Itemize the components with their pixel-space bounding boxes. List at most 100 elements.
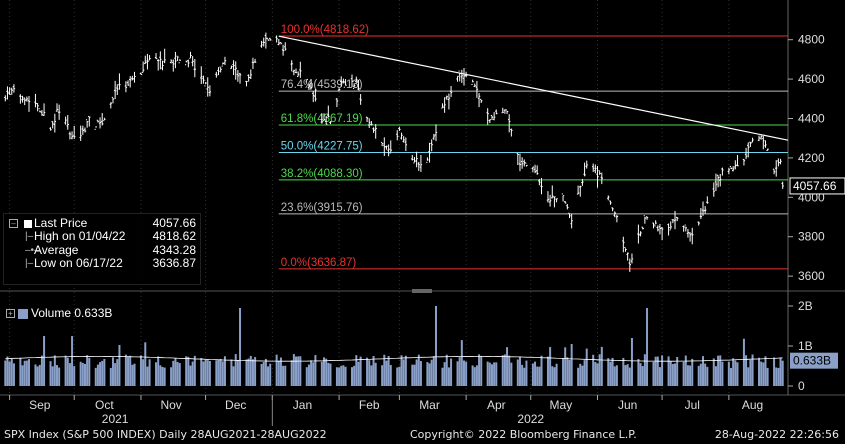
volume-bar (654, 356, 657, 386)
x-month-label: Dec (225, 398, 246, 412)
y-tick-label: 4200 (798, 151, 825, 165)
volume-bar (344, 366, 347, 386)
legend-average: –•– Average 4343.28 (4, 243, 200, 257)
volume-bar (264, 358, 267, 386)
volume-bar (413, 364, 416, 386)
trend-line (278, 35, 789, 141)
volume-bar (215, 360, 218, 386)
volume-bar (249, 355, 252, 386)
volume-bar (516, 359, 519, 386)
volume-bar (411, 364, 414, 386)
volume-bar (488, 362, 491, 386)
volume-bar (71, 336, 74, 386)
x-month-label: Jun (618, 398, 637, 412)
volume-bar (101, 360, 104, 386)
fib-label: 0.0%(3636.87) (281, 257, 357, 269)
volume-bar (732, 358, 735, 386)
volume-bar (381, 365, 384, 386)
panel-resize-handle (412, 289, 432, 293)
volume-bar (109, 367, 112, 386)
volume-bar (669, 361, 672, 386)
volume-bar (598, 354, 601, 386)
volume-bars (4, 306, 784, 386)
volume-bar (178, 363, 181, 386)
volume-bar (447, 367, 450, 386)
volume-bar (335, 367, 338, 386)
volume-tick-label: 1B (798, 339, 813, 353)
volume-bar (432, 356, 435, 386)
volume-last-box (790, 352, 838, 369)
volume-bar (79, 361, 82, 386)
expand-icon[interactable]: + (6, 309, 15, 319)
volume-bar (628, 367, 631, 386)
volume-bar (372, 355, 375, 386)
volume-bar (133, 363, 136, 386)
volume-bar (486, 361, 489, 386)
volume-bar (353, 365, 356, 386)
volume-bar (551, 366, 554, 386)
volume-bar (21, 365, 24, 386)
volume-bar (518, 356, 521, 386)
volume-bar (114, 363, 117, 386)
volume-bar (646, 308, 649, 386)
volume-y-axis: 2B 1B 0 0.633B (788, 299, 838, 393)
volume-bar (118, 344, 121, 386)
x-month-label: Aug (742, 398, 763, 412)
volume-bar (146, 366, 149, 386)
volume-bar (111, 357, 114, 386)
volume-legend: + Volume 0.633B (6, 306, 112, 322)
volume-bar (699, 363, 702, 386)
volume-bar (191, 361, 194, 386)
volume-bar (777, 367, 780, 386)
footer-copyright: Copyright© 2022 Bloomberg Finance L.P. (410, 428, 637, 441)
x-year-label: 2021 (102, 412, 129, 426)
volume-bar (730, 367, 733, 386)
volume-bar (49, 361, 52, 386)
volume-bar (671, 363, 674, 386)
x-month-label: Jul (685, 398, 700, 412)
volume-bar (686, 365, 689, 386)
volume-bar (656, 356, 659, 386)
volume-bar (174, 358, 177, 386)
volume-bar (81, 362, 84, 386)
volume-bar (340, 365, 343, 386)
volume-bar (200, 358, 203, 386)
fib-label: 38.2%(4088.30) (281, 168, 363, 180)
volume-bar (10, 358, 13, 386)
volume-bar (503, 354, 506, 386)
volume-bar (396, 367, 399, 386)
volume-bar (25, 360, 28, 386)
volume-bar (684, 355, 687, 386)
volume-bar (279, 357, 282, 386)
legend-low: |– Low on 06/17/22 3636.87 (4, 256, 200, 270)
volume-bar (445, 354, 448, 386)
volume-bar (745, 355, 748, 386)
volume-bar (415, 359, 418, 386)
volume-bar (103, 358, 106, 386)
volume-bar (734, 360, 737, 386)
volume-bar (460, 340, 463, 386)
volume-bar (374, 362, 377, 386)
x-year-label: 2022 (517, 412, 544, 426)
y-tick-label: 4800 (798, 33, 825, 47)
footer-security: SPX Index (S&P 500 INDEX) Daily 28AUG202… (4, 428, 327, 441)
volume-bar (383, 354, 386, 386)
collapse-icon[interactable]: – (9, 219, 18, 228)
volume-bar (187, 356, 190, 386)
volume-bar (338, 367, 341, 386)
volume-bar (747, 367, 750, 386)
volume-bar (465, 361, 468, 386)
volume-tick-label: 0 (798, 379, 805, 393)
volume-bar (172, 360, 175, 386)
volume-bar (64, 355, 67, 386)
volume-bar (555, 363, 558, 386)
volume-bar (596, 363, 599, 386)
volume-bar (389, 364, 392, 386)
volume-bar (325, 358, 328, 386)
x-axis: Sep Oct Nov Dec Jan Feb Mar Apr May Jun Jul Aug 2021… (9, 395, 763, 426)
volume-bar (223, 356, 226, 386)
volume-bar (400, 355, 403, 386)
volume-bar (260, 363, 263, 386)
volume-bar (641, 366, 644, 386)
volume-bar (727, 361, 730, 386)
